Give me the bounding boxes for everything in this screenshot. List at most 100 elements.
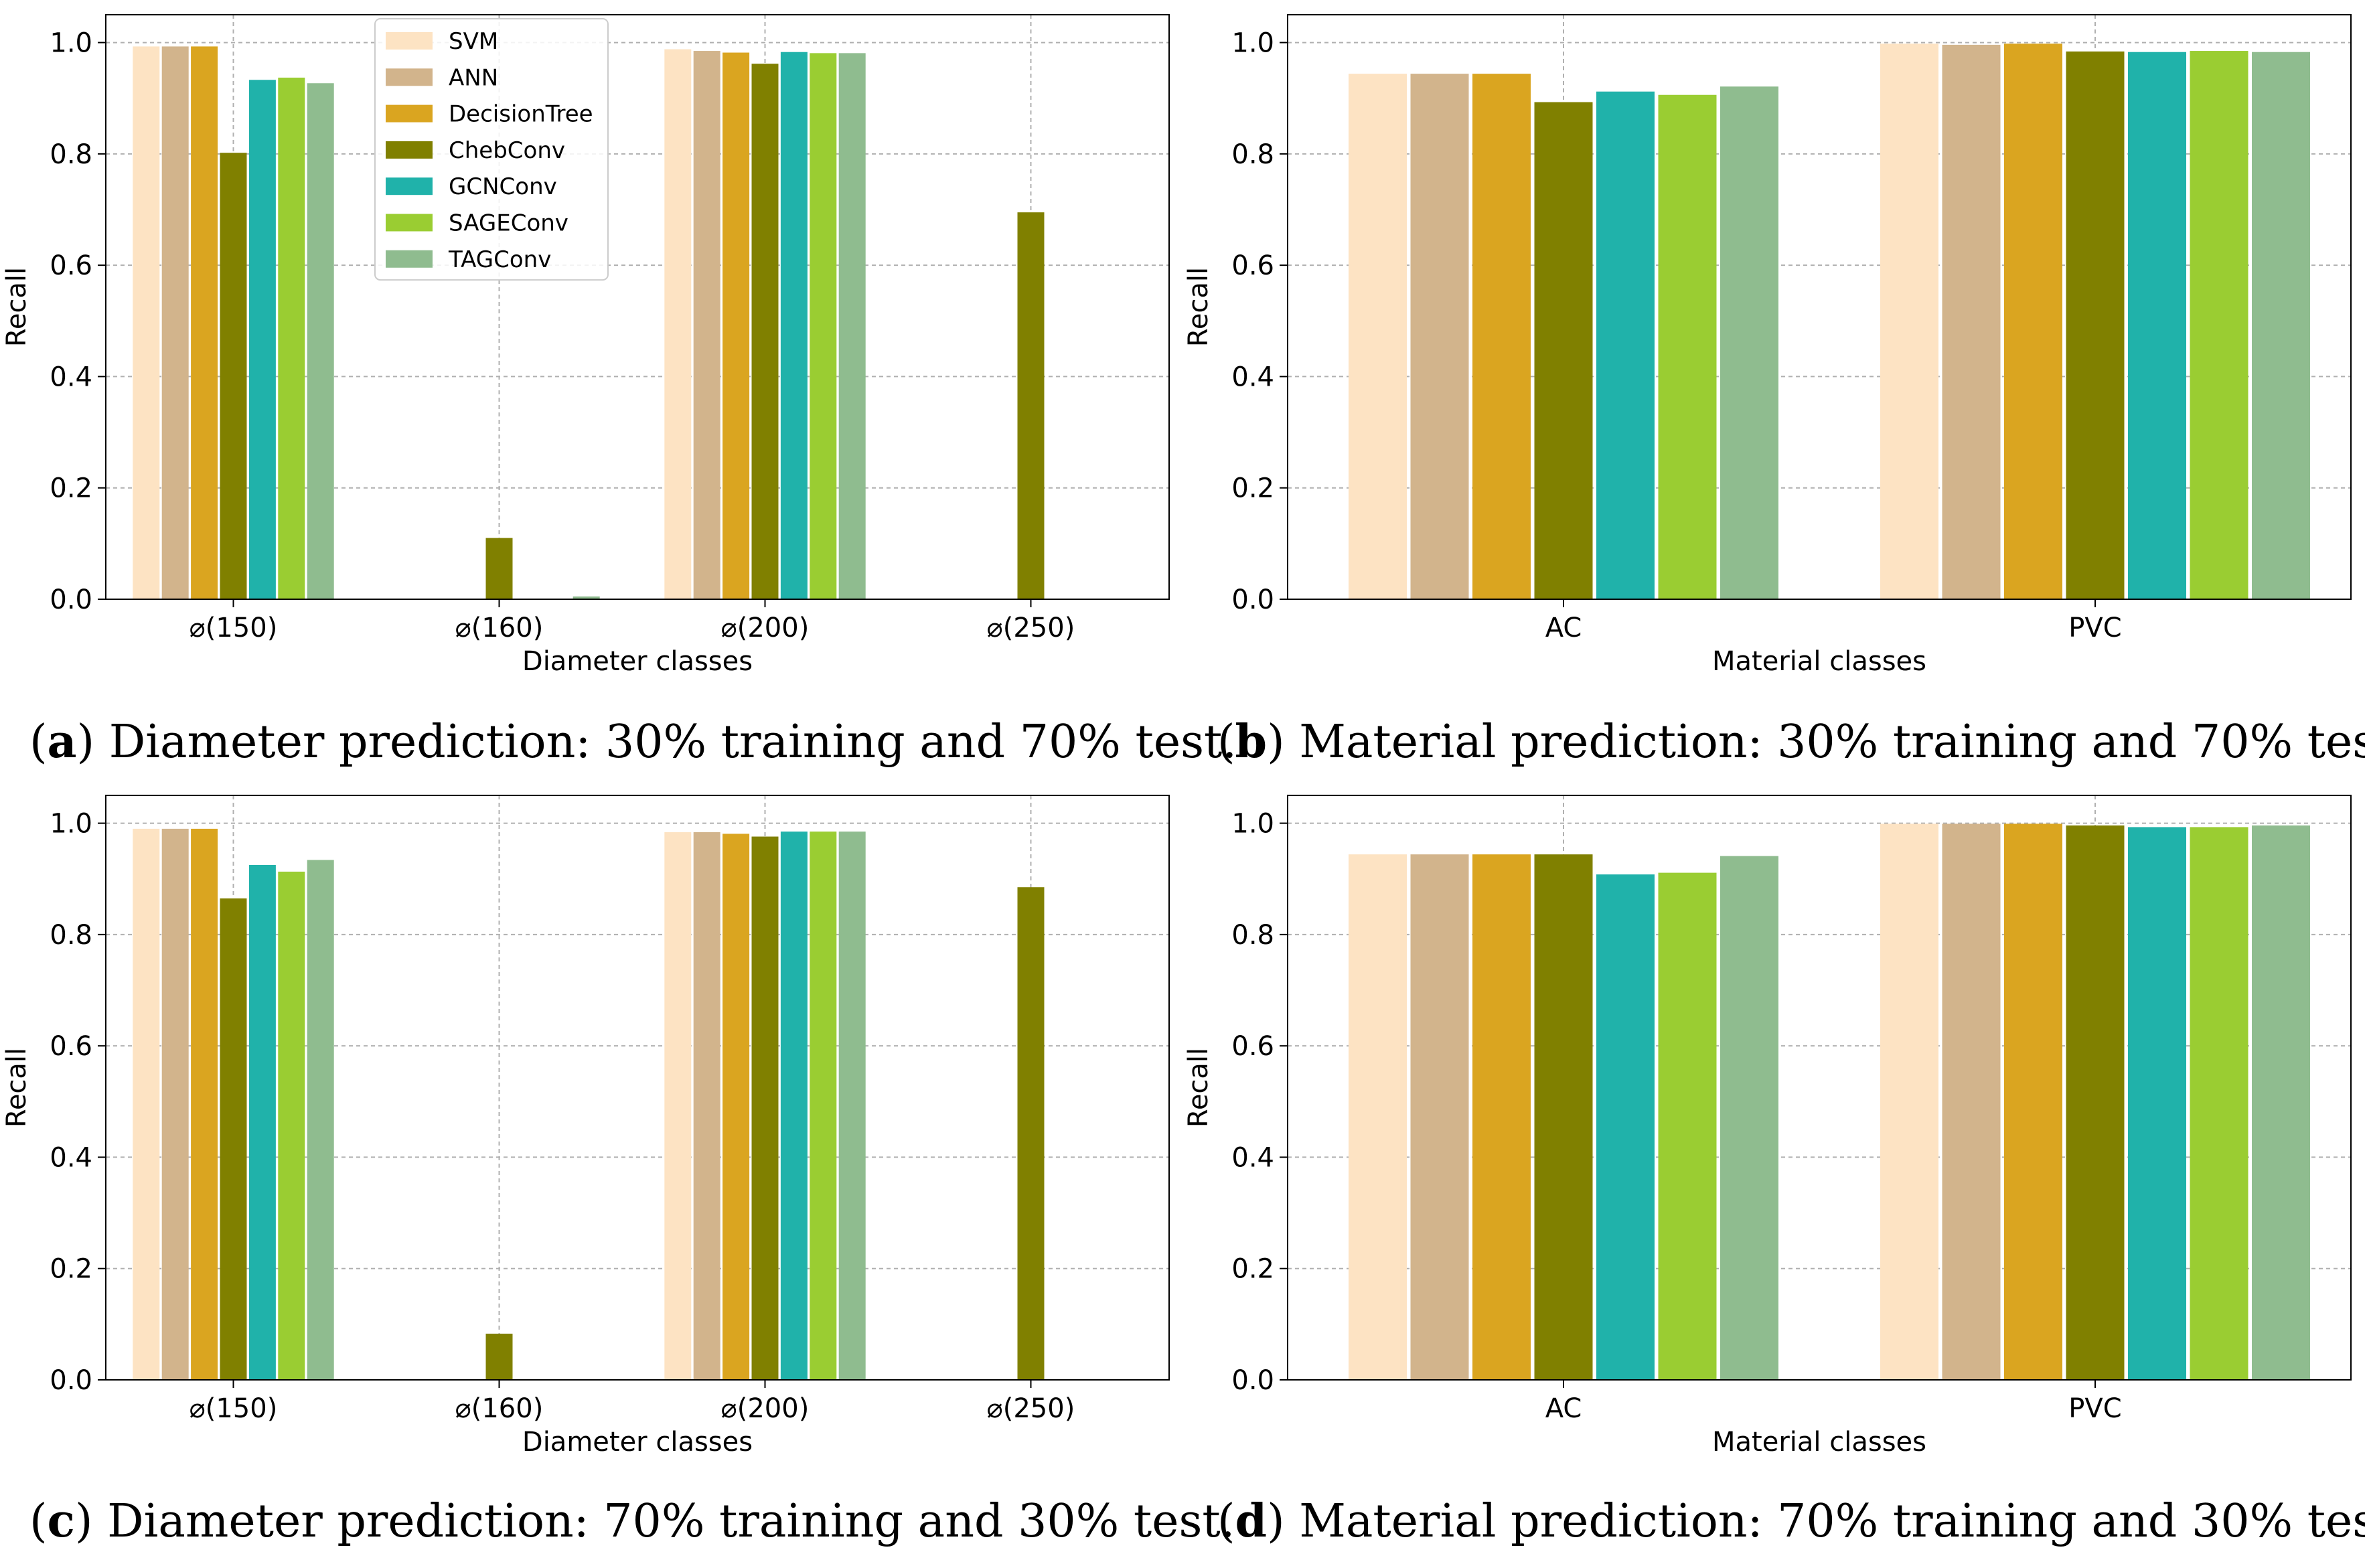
caption-d-letter: d	[1235, 1494, 1268, 1548]
chart-c-bar	[751, 836, 779, 1380]
chart-d-bar	[1596, 874, 1655, 1380]
chart-b-ytick-label: 0.2	[1231, 473, 1274, 504]
chart-b-bar	[2128, 52, 2186, 600]
chart-a-bar	[573, 596, 600, 599]
chart-d-bar	[2190, 827, 2248, 1380]
chart-c-xlabel: Diameter classes	[522, 1427, 753, 1458]
legend-label: TAGConv	[448, 246, 551, 273]
chart-a-bar	[1017, 212, 1045, 600]
chart-a-ytick-label: 0.4	[50, 362, 92, 392]
chart-c-xtick-label: ⌀(160)	[455, 1393, 544, 1424]
chart-c-bar	[1017, 887, 1045, 1380]
chart-a-legend: SVM ANN DecisionTree ChebConv GCNConv SAGECon…	[374, 18, 609, 281]
chart-a-bar	[248, 80, 276, 599]
caption-c-letter: c	[47, 1494, 75, 1548]
chart-d-bar	[2128, 827, 2186, 1380]
chart-c-ytick-label: 0.4	[50, 1142, 92, 1173]
chart-c-ytick-label: 1.0	[50, 809, 92, 840]
legend-label: SVM	[449, 28, 498, 55]
chart-b-ylabel: Recall	[1183, 267, 1214, 347]
caption-b-text: Material prediction: 30% training and 70…	[1299, 716, 2365, 769]
chart-a-bar	[780, 52, 808, 600]
chart-a-xlabel: Diameter classes	[522, 646, 753, 677]
chart-c-bar	[307, 860, 334, 1380]
chart-d-ytick-label: 0.0	[1231, 1365, 1274, 1396]
chart-d-bar	[1410, 854, 1469, 1380]
chart-c-xtick-label: ⌀(200)	[721, 1393, 810, 1424]
chart-d-ytick-label: 0.4	[1231, 1142, 1274, 1173]
chart-b-ytick-label: 0.0	[1231, 584, 1274, 615]
chart-c-ytick-label: 0.8	[50, 920, 92, 951]
chart-a-bar	[722, 52, 750, 600]
chart-a-ytick-label: 0.0	[50, 584, 92, 615]
legend-swatch	[386, 250, 433, 268]
chart-d-bar	[1349, 854, 1407, 1380]
chart-c-xtick-label: ⌀(250)	[987, 1393, 1075, 1424]
chart-c-ylabel: Recall	[1, 1048, 32, 1127]
legend-swatch	[386, 141, 433, 159]
chart-a-xtick-label: ⌀(150)	[189, 613, 278, 643]
legend-label: GCNConv	[449, 173, 557, 200]
chart-a-ytick-label: 0.2	[50, 473, 92, 504]
legend-box	[374, 18, 609, 281]
chart-d-bar	[2252, 825, 2310, 1380]
chart-b-bar	[1596, 91, 1655, 600]
legend-swatch	[386, 68, 433, 86]
chart-a-bar	[810, 53, 837, 599]
chart-b-bar	[1410, 74, 1469, 600]
caption-c-text: Diameter prediction: 70% training and 30…	[107, 1495, 1235, 1548]
chart-d-bar	[2066, 825, 2125, 1380]
chart-d-ytick-label: 0.2	[1231, 1254, 1274, 1285]
caption-b-letter: b	[1235, 715, 1268, 769]
legend-swatch	[386, 177, 433, 195]
chart-a-bar	[278, 77, 305, 600]
chart-d-xtick-label: PVC	[2068, 1393, 2121, 1424]
chart-a-bar	[485, 538, 513, 599]
chart-a-bar	[751, 64, 779, 599]
chart-c-bar	[161, 828, 189, 1380]
chart-d-ytick-label: 0.8	[1231, 920, 1274, 951]
chart-a-bar	[307, 83, 334, 599]
chart-d-bar	[1472, 854, 1531, 1380]
chart-d-ytick-label: 0.6	[1231, 1031, 1274, 1062]
chart-panel-c: 0.0 0.2 0.4 0.6 0.8 1.0 ⌀(150) ⌀(160) ⌀(200) ⌀(25…	[1, 795, 1170, 1458]
chart-c-bar	[722, 834, 750, 1380]
chart-a-ytick-label: 0.6	[50, 250, 92, 281]
chart-b-ytick-label: 1.0	[1231, 28, 1274, 59]
chart-c-bar	[220, 898, 247, 1380]
chart-d-bar	[1942, 824, 2001, 1380]
chart-b-bar	[1349, 74, 1407, 600]
chart-c-ytick-label: 0.2	[50, 1254, 92, 1285]
legend-label: ANN	[449, 64, 498, 91]
caption-a: (a) Diameter prediction: 30% training an…	[29, 715, 1237, 769]
chart-b-bar	[2190, 51, 2248, 600]
chart-b-bar	[1720, 86, 1778, 600]
chart-c-bar	[485, 1333, 513, 1380]
chart-a-xtick-label: ⌀(200)	[721, 613, 810, 643]
chart-d-bar	[1720, 856, 1778, 1380]
chart-b-xtick-label: AC	[1545, 613, 1582, 643]
chart-d-bar	[1880, 824, 1938, 1380]
legend-label: DecisionTree	[449, 101, 593, 128]
chart-c-bar	[248, 864, 276, 1380]
chart-a-bar	[220, 153, 247, 600]
legend-swatch	[386, 32, 433, 50]
caption-a-text: Diameter prediction: 30% training and 70…	[108, 716, 1237, 769]
chart-d-bar	[2004, 824, 2062, 1380]
legend-label: SAGEConv	[449, 210, 568, 237]
caption-b: (b) Material prediction: 30% training an…	[1217, 715, 2365, 769]
chart-a-bar	[191, 46, 218, 600]
chart-b-xtick-label: PVC	[2068, 613, 2121, 643]
caption-d: (d) Material prediction: 70% training an…	[1217, 1494, 2365, 1548]
chart-panel-a: 0.0 0.2 0.4 0.6 0.8 1.0 ⌀(150) ⌀(160) ⌀(200) ⌀(25…	[1, 14, 1170, 677]
chart-d-frame	[1287, 795, 2352, 1381]
chart-d-ylabel: Recall	[1183, 1048, 1214, 1127]
chart-b-bar	[1658, 94, 1717, 599]
chart-a-bar	[664, 49, 692, 599]
chart-d-bar	[1534, 854, 1593, 1380]
chart-c-bar	[664, 832, 692, 1380]
chart-b-bar	[2066, 51, 2125, 600]
chart-a-frame	[105, 14, 1170, 600]
chart-a-bar	[693, 51, 720, 600]
